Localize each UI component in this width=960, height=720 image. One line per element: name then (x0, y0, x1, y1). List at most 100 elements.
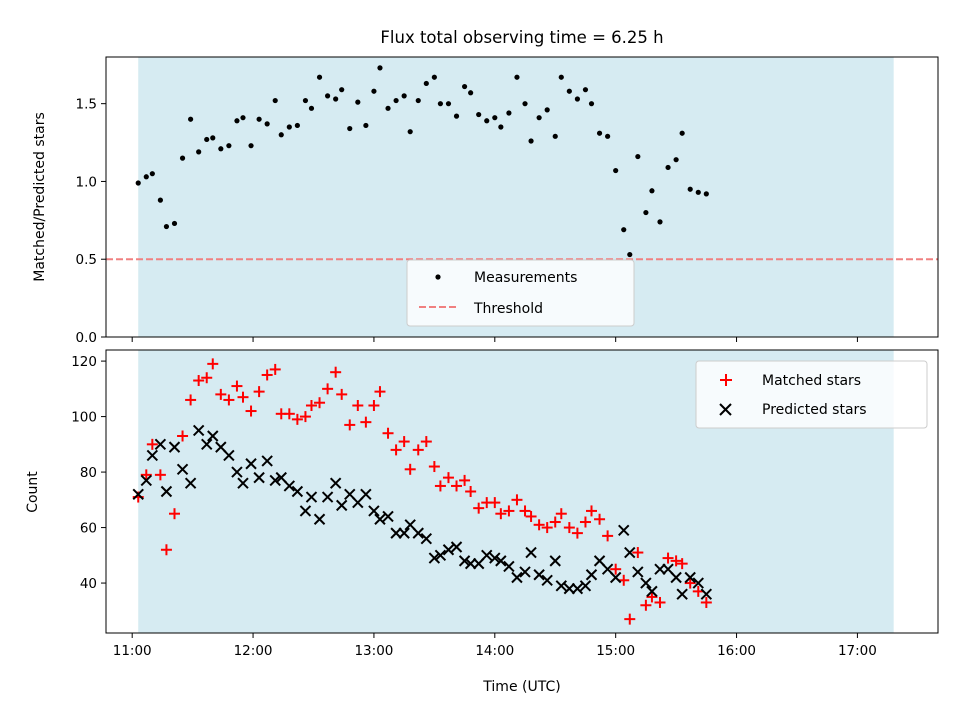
measurement-point (679, 130, 685, 136)
ratio-legend-box (406, 259, 635, 327)
measurement-point (635, 153, 641, 160)
predicted-stars-point (489, 552, 501, 564)
matched-stars-point (193, 375, 205, 387)
measurement-point (476, 111, 482, 118)
predicted-stars-point (368, 505, 380, 517)
measurement-point (703, 191, 709, 197)
matched-stars-point (618, 574, 630, 586)
matched-stars-point (503, 505, 515, 517)
measurement-point (431, 74, 437, 80)
matched-stars-point (586, 505, 598, 517)
matched-stars-point (610, 563, 622, 575)
matched-stars-point (305, 399, 317, 411)
predicted-stars-point (398, 527, 410, 539)
matched-stars-point (579, 516, 591, 528)
legend-threshold-label: Threshold (473, 301, 543, 317)
measurement-point (286, 124, 292, 130)
predicted-stars-point (609, 571, 622, 584)
measurement-point (143, 174, 149, 180)
predicted-stars-point (184, 477, 197, 489)
matched-stars-point (237, 391, 249, 403)
matched-stars-point (465, 486, 477, 497)
matched-stars-point (352, 399, 364, 411)
measurement-point (627, 251, 633, 258)
ratio-y-tick-label: 1.5 (76, 97, 97, 113)
measurement-point (423, 80, 429, 87)
measurement-point (588, 101, 595, 107)
measurement-point (695, 189, 701, 195)
measurement-point (171, 220, 178, 227)
matched-stars-point (344, 419, 356, 431)
x-tick-label: 11:00 (113, 643, 152, 659)
predicted-stars-point (223, 449, 235, 462)
legend-matched-label: Matched stars (762, 373, 861, 389)
matched-stars-point (330, 366, 342, 378)
predicted-stars-point (201, 438, 213, 451)
matched-stars-point (374, 386, 386, 398)
chart-title: Flux total observing time = 6.25 h (380, 28, 663, 47)
predicted-stars-point (374, 513, 386, 525)
matched-stars-point (662, 552, 674, 564)
measurement-point (468, 90, 474, 96)
measurement-point (484, 118, 490, 124)
predicted-stars-point (305, 491, 318, 503)
predicted-stars-point (412, 527, 424, 539)
matched-stars-point (168, 508, 180, 520)
matched-stars-point (459, 474, 471, 486)
predicted-stars-point (420, 532, 433, 545)
measurement-point (135, 180, 141, 186)
matched-stars-point (428, 461, 440, 473)
legend-measurements-marker (435, 274, 441, 280)
x-axis-label: Time (UTC) (482, 679, 560, 695)
matched-stars-point (261, 369, 273, 381)
measurement-point (621, 227, 627, 233)
predicted-stars-point (160, 485, 173, 498)
measurement-point (613, 167, 619, 174)
counts-y-tick-label: 100 (71, 410, 97, 426)
measurement-point (687, 186, 693, 192)
matched-stars-point (442, 472, 454, 484)
measurement-point (528, 138, 534, 144)
ratio-y-axis-label: Matched/Predicted stars (32, 112, 48, 282)
counts-y-tick-label: 120 (71, 354, 97, 370)
counts-y-tick-label: 40 (80, 576, 97, 592)
predicted-stars-point (434, 549, 447, 562)
predicted-stars-point (541, 574, 553, 586)
predicted-stars-point (458, 555, 471, 567)
matched-stars-point (624, 613, 636, 625)
matched-stars-point (231, 380, 243, 392)
predicted-stars-point (335, 499, 348, 512)
counts-y-axis-label: Count (25, 471, 41, 513)
predicted-stars-point (646, 585, 658, 598)
matched-stars-point (495, 508, 507, 520)
measurement-point (149, 171, 155, 177)
measurement-point (514, 74, 520, 80)
matched-stars-point (519, 505, 531, 517)
measurement-point (415, 97, 421, 104)
measurement-point (324, 93, 331, 99)
matched-stars-point (533, 519, 545, 531)
measurement-point (240, 115, 246, 121)
ratio-axes-frame (105, 56, 939, 338)
matched-stars-point (602, 530, 614, 542)
measurement-point (218, 146, 224, 152)
predicted-stars-point (132, 488, 144, 500)
predicted-stars-point (140, 474, 152, 487)
measurement-point (210, 135, 216, 141)
predicted-stars-point (624, 546, 636, 559)
x-tick-label: 15:00 (596, 643, 635, 659)
matched-stars-point (676, 558, 688, 570)
predicted-stars-point (692, 577, 704, 589)
matched-stars-point (412, 444, 424, 456)
predicted-stars-point (245, 458, 257, 470)
measurement-point (657, 219, 663, 225)
ratio-y-tick-label: 0.0 (76, 330, 97, 346)
matched-stars-point (215, 388, 227, 400)
matched-stars-point (146, 438, 158, 450)
matched-stars-point (177, 430, 189, 442)
measurement-point (188, 116, 194, 122)
measurement-point (179, 155, 186, 161)
matched-stars-point (390, 444, 402, 456)
matched-stars-point (632, 547, 644, 559)
measurement-point (234, 118, 240, 124)
